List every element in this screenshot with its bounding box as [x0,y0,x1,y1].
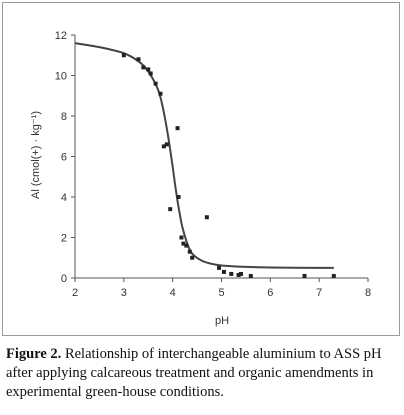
x-axis-label: pH [215,315,229,327]
figure-caption: Figure 2. Relationship of interchangeabl… [6,345,398,402]
x-ticks: 2 3 4 5 6 7 8 [72,278,371,299]
y-tick-label: 2 [61,233,67,245]
data-point [141,65,146,70]
data-point [153,81,158,86]
data-point [204,215,209,220]
data-point [302,273,307,278]
data-point [164,142,169,147]
caption-label: Figure 2. [6,346,62,362]
data-point [248,273,253,278]
data-point [179,235,184,240]
x-tick-label: 3 [121,287,127,299]
data-point [229,271,234,276]
x-tick-label: 8 [365,287,371,299]
y-tick-label: 10 [55,71,67,83]
data-point [239,271,244,276]
y-axis-label: Al (cmol(+) · kg⁻¹) [30,111,42,199]
caption-text: Relationship of interchangeable aluminiu… [6,346,382,400]
y-tick-label: 6 [61,152,67,164]
data-point [168,207,173,212]
axes [74,35,368,279]
data-point [136,57,141,62]
data-point [148,71,153,76]
data-point [121,53,126,58]
data-point [161,144,166,149]
chart-frame [2,2,400,336]
data-point [187,249,192,254]
y-ticks: 0 2 4 6 8 10 12 [55,30,75,285]
y-tick-label: 12 [55,30,67,42]
x-tick-label: 4 [170,287,176,299]
data-point [176,195,181,199]
x-tick-label: 2 [72,287,78,299]
data-point [158,91,163,96]
data-point [331,273,336,278]
fitted-curve [74,42,334,269]
data-point [175,126,180,131]
data-point [217,265,222,270]
y-tick-label: 4 [61,192,67,204]
data-points [121,53,336,278]
data-point [146,67,151,72]
x-tick-label: 7 [316,287,322,299]
y-tick-label: 0 [61,273,67,285]
data-point [236,272,241,277]
data-point [190,255,195,260]
x-tick-label: 6 [267,287,273,299]
y-tick-label: 8 [61,111,67,123]
data-point [181,241,186,246]
data-point [184,243,189,248]
x-tick-label: 5 [218,287,224,299]
data-point [221,269,226,274]
